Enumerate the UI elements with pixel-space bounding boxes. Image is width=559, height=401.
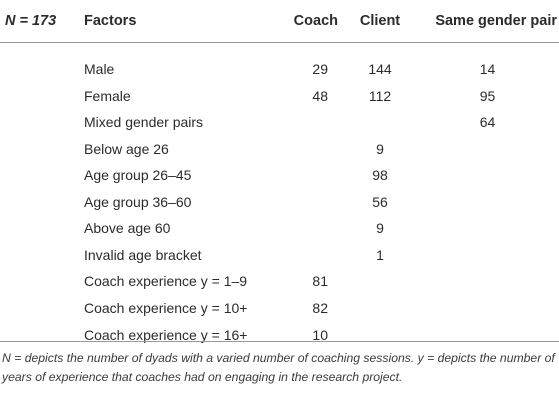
cell-coach: 81 [312,273,328,290]
cell-client: 9 [376,140,384,157]
table-row: Age group 36–60 56 [0,189,559,216]
cell-client: 9 [376,220,384,237]
cell-client [344,321,416,349]
cell-coach: 29 [312,61,328,78]
table-row: Invalid age bracket 1 [0,242,559,269]
cell-coach: 82 [312,299,328,316]
cell-same-gender: 95 [479,87,496,104]
table-footnote: N = depicts the number of dyads with a v… [2,351,555,384]
table-row: Age group 26–45 98 [0,162,559,189]
table-row: Coach experience y = 10+ 82 [0,295,559,322]
cell-coach [272,136,344,163]
cell-same-gender [416,321,559,349]
cell-client [344,295,416,322]
cell-coach: 48 [312,87,328,104]
table-row: Female 48 112 95 [0,83,559,110]
cell-client [344,268,416,295]
spacer-row [0,43,559,57]
cell-client: 98 [372,167,388,184]
cell-factor: Below age 26 [84,140,169,157]
footnote-divider [0,341,559,342]
header-factors: Factors [76,0,272,43]
table-row: Male 29 144 14 [0,56,559,83]
cell-factor: Age group 26–45 [84,167,192,184]
cell-factor: Female [84,87,131,104]
cell-coach [272,109,344,136]
header-client: Client [344,0,416,43]
cell-client: 144 [368,61,392,78]
header-n: N = 173 [0,0,76,43]
cell-coach [272,189,344,216]
cell-same-gender [416,136,559,163]
table-row: Coach experience y = 1–9 81 [0,268,559,295]
cell-factor: Male [84,61,115,78]
cell-factor: Coach experience y = 10+ [84,299,248,316]
header-coach: Coach [272,0,344,43]
cell-coach: 10 [312,327,328,343]
table-header-row: N = 173 Factors Coach Client Same gender… [0,0,559,43]
cell-same-gender: 14 [479,61,496,78]
header-same-gender-pair: Same gender pair [416,0,559,43]
cell-same-gender: 64 [479,114,496,131]
cell-factor: Age group 36–60 [84,193,192,210]
factors-table: N = 173 Factors Coach Client Same gender… [0,0,559,349]
cell-same-gender [416,268,559,295]
cell-factor: Coach experience y = 16+ [84,327,248,343]
cell-coach [272,215,344,242]
cell-factor: Above age 60 [84,220,171,237]
cell-same-gender [416,189,559,216]
table-row: Below age 26 9 [0,136,559,163]
cell-factor: Coach experience y = 1–9 [84,273,248,290]
data-table-container: N = 173 Factors Coach Client Same gender… [0,0,559,349]
cell-factor: Invalid age bracket [84,246,202,263]
table-row: Above age 60 9 [0,215,559,242]
cell-coach [272,162,344,189]
cell-coach [272,242,344,269]
table-row: Mixed gender pairs 64 [0,109,559,136]
cell-client: 56 [372,193,388,210]
cell-client: 112 [368,87,392,104]
cell-same-gender [416,215,559,242]
cell-factor: Mixed gender pairs [84,114,204,131]
cell-same-gender [416,162,559,189]
cell-same-gender [416,242,559,269]
cell-client [344,109,416,136]
cell-same-gender [416,295,559,322]
table-row: Coach experience y = 16+ 10 [0,321,559,349]
cell-client: 1 [376,246,384,263]
